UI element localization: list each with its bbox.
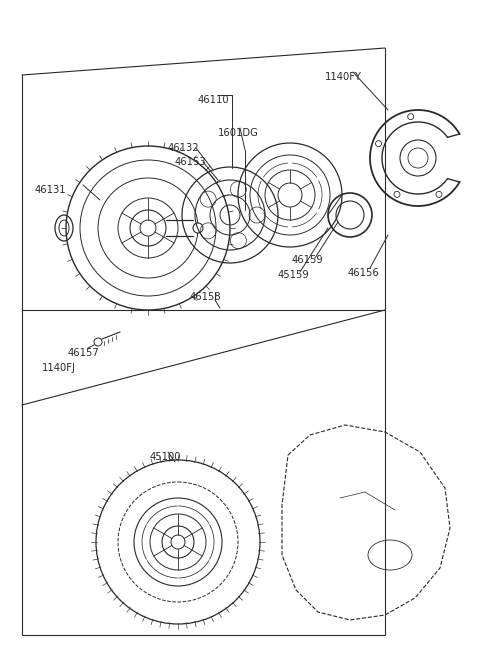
Text: 46132: 46132 <box>168 143 200 153</box>
Text: 1601DG: 1601DG <box>218 128 259 138</box>
Text: 46131: 46131 <box>35 185 67 195</box>
Text: 46157: 46157 <box>68 348 100 358</box>
Text: 1140FY: 1140FY <box>325 72 362 82</box>
Text: 46156: 46156 <box>348 268 380 278</box>
Text: 45100: 45100 <box>150 452 181 462</box>
Text: 1140FJ: 1140FJ <box>42 363 76 373</box>
Text: 45159: 45159 <box>278 270 310 280</box>
Text: 46153: 46153 <box>175 157 206 167</box>
Text: 46158: 46158 <box>190 292 222 302</box>
Circle shape <box>193 223 203 233</box>
Text: 46159: 46159 <box>292 255 324 265</box>
Text: 46110: 46110 <box>198 95 229 105</box>
